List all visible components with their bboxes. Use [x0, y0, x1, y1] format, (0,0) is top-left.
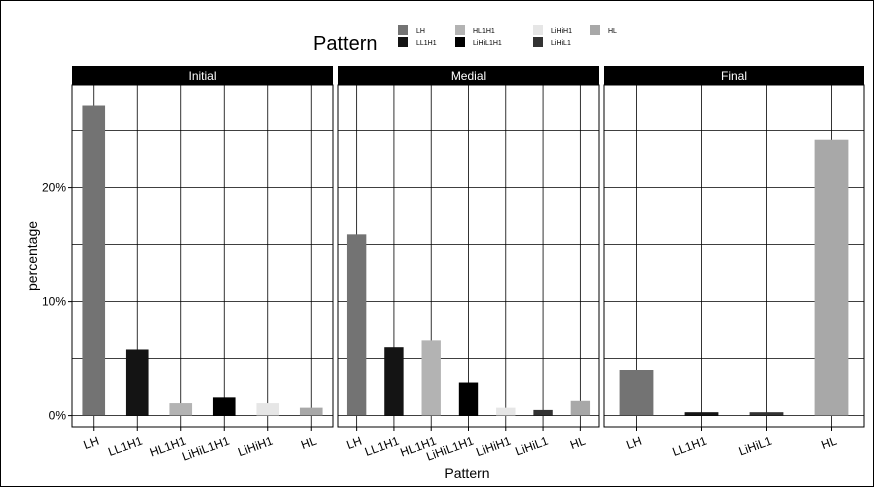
- x-axis-title: Pattern: [444, 465, 489, 481]
- y-tick-label: 0%: [49, 409, 67, 423]
- bar: [346, 234, 367, 416]
- bar: [496, 407, 516, 416]
- panels: Initial Medial Final: [71, 66, 865, 428]
- bar: [570, 400, 591, 416]
- bar: [169, 403, 193, 416]
- legend-swatch: [533, 37, 543, 47]
- legend-swatch: [455, 25, 465, 35]
- bar: [256, 403, 280, 416]
- x-tick-label: HL: [819, 434, 839, 453]
- bar: [384, 347, 404, 416]
- legend-label: HL1H1: [473, 28, 495, 35]
- bar: [125, 349, 149, 416]
- facet-strip-label: Initial: [188, 69, 216, 83]
- legend-label: HL: [608, 28, 617, 35]
- bar: [82, 105, 106, 416]
- bar: [421, 340, 441, 416]
- x-tick-label: LH: [82, 434, 101, 452]
- legend-swatch: [590, 25, 600, 35]
- x-tick-label: HL: [568, 434, 588, 453]
- legend-title: Pattern: [313, 33, 377, 55]
- x-tick-label: LH: [624, 434, 643, 452]
- legend-swatch: [398, 25, 408, 35]
- facet-strip: [338, 66, 599, 85]
- legend-label: LH: [416, 28, 425, 35]
- y-tick-label: 20%: [42, 181, 66, 195]
- panel-border: [71, 84, 334, 428]
- y-tick-label: 10%: [42, 295, 66, 309]
- bar: [533, 409, 553, 416]
- legend-label: LiHiH1: [551, 28, 572, 35]
- panel-background: [72, 85, 333, 427]
- legend-label: LiHiL1: [551, 40, 571, 47]
- facet-strip: [72, 66, 333, 85]
- bar: [749, 412, 784, 416]
- bar: [212, 397, 236, 416]
- y-axis-title: percentage: [24, 221, 40, 291]
- bar: [619, 370, 654, 416]
- panel-border: [603, 84, 865, 428]
- facet-strip: [604, 66, 864, 85]
- bar: [684, 412, 719, 416]
- legend-swatch: [455, 37, 465, 47]
- facet-strip-label: Medial: [451, 69, 486, 83]
- facet-strip-label: Final: [721, 69, 747, 83]
- x-tick-label: LH: [344, 434, 363, 452]
- legend-swatch: [533, 25, 543, 35]
- x-tick-label: HL: [299, 434, 319, 453]
- legend: Pattern LH HL1H1 LiHiH1 HL LL1H1 LiHiL1H1 LiHiL…: [313, 25, 617, 55]
- legend-swatch: [398, 37, 408, 47]
- bar: [814, 139, 849, 416]
- legend-label: LL1H1: [416, 40, 437, 47]
- bar: [458, 382, 479, 416]
- legend-label: LiHiL1H1: [473, 40, 502, 47]
- bar: [299, 407, 323, 416]
